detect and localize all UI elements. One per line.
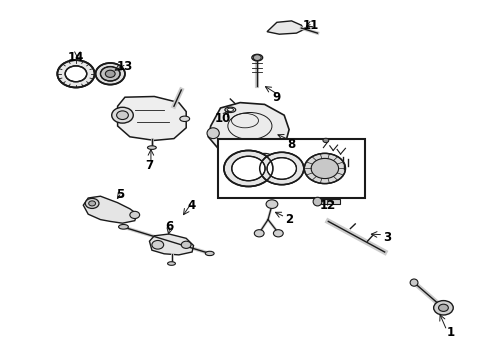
Circle shape [273, 230, 283, 237]
Ellipse shape [225, 107, 236, 112]
Circle shape [323, 138, 329, 143]
Ellipse shape [233, 155, 252, 162]
Text: 2: 2 [285, 213, 293, 226]
Text: 9: 9 [273, 91, 281, 104]
Circle shape [439, 304, 448, 311]
Circle shape [100, 67, 120, 81]
Text: 1: 1 [447, 327, 455, 339]
Text: 6: 6 [165, 220, 173, 233]
Polygon shape [267, 21, 304, 34]
Text: 3: 3 [383, 231, 391, 244]
Circle shape [85, 198, 99, 208]
Circle shape [96, 63, 125, 85]
Circle shape [130, 211, 140, 219]
Polygon shape [149, 234, 194, 255]
Text: 7: 7 [146, 159, 153, 172]
Circle shape [224, 150, 273, 186]
Ellipse shape [207, 128, 220, 139]
Circle shape [65, 66, 87, 82]
Circle shape [57, 60, 95, 87]
Ellipse shape [180, 116, 190, 121]
Circle shape [260, 152, 304, 185]
Ellipse shape [252, 54, 263, 61]
Circle shape [181, 241, 191, 248]
Ellipse shape [410, 279, 418, 286]
Text: 12: 12 [320, 199, 337, 212]
Polygon shape [118, 96, 186, 140]
Bar [218, 139, 365, 198]
Polygon shape [208, 103, 289, 160]
Circle shape [311, 158, 339, 179]
Circle shape [434, 301, 453, 315]
Circle shape [232, 156, 265, 181]
Ellipse shape [205, 251, 214, 256]
Circle shape [89, 201, 96, 206]
Polygon shape [83, 196, 137, 223]
Text: 11: 11 [303, 19, 319, 32]
Ellipse shape [119, 225, 128, 229]
Ellipse shape [257, 153, 272, 160]
Ellipse shape [168, 262, 175, 265]
Circle shape [105, 70, 115, 77]
Circle shape [152, 240, 164, 249]
Ellipse shape [147, 146, 156, 149]
Text: 13: 13 [117, 60, 133, 73]
Circle shape [254, 230, 264, 237]
Bar [321, 199, 340, 204]
Text: 10: 10 [215, 112, 231, 125]
Text: 14: 14 [68, 51, 84, 64]
Circle shape [253, 55, 261, 60]
Ellipse shape [313, 197, 322, 206]
Circle shape [112, 107, 133, 123]
Circle shape [267, 158, 296, 179]
Text: 5: 5 [116, 188, 124, 201]
Text: 4: 4 [187, 199, 195, 212]
Text: 8: 8 [288, 138, 295, 150]
Circle shape [304, 153, 345, 184]
Circle shape [266, 200, 278, 208]
Ellipse shape [227, 108, 233, 112]
Circle shape [117, 111, 128, 120]
